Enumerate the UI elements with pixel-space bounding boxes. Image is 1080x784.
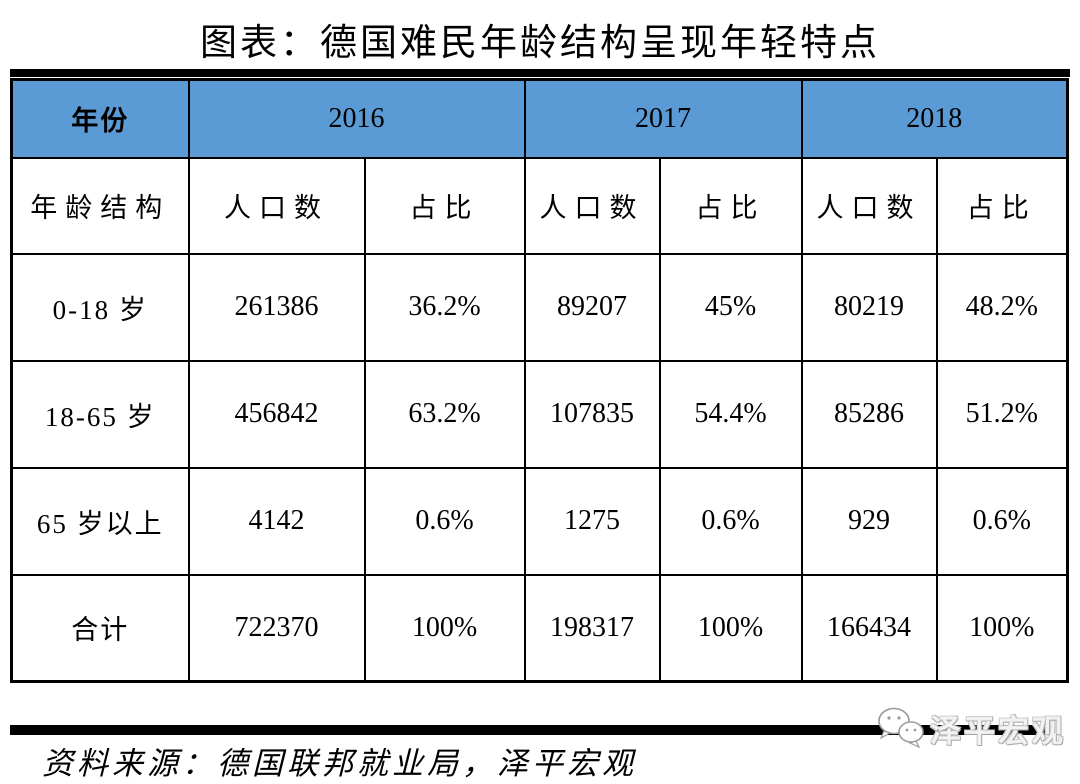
wechat-icon <box>876 705 928 751</box>
row-label: 合计 <box>10 573 190 683</box>
share-cell: 100% <box>658 573 803 683</box>
population-cell: 107835 <box>523 359 661 469</box>
row-label: 0-18 岁 <box>10 252 190 362</box>
share-cell: 63.2% <box>363 359 526 469</box>
share-cell: 36.2% <box>363 252 526 362</box>
population-cell: 89207 <box>523 252 661 362</box>
share-header-2018: 占比 <box>935 156 1069 255</box>
population-cell: 929 <box>800 466 938 576</box>
age-structure-header: 年龄结构 <box>10 156 190 255</box>
year-2016-cell: 2016 <box>187 78 526 159</box>
top-rule <box>10 69 1070 77</box>
bottom-rule <box>10 725 1050 735</box>
population-cell: 166434 <box>800 573 938 683</box>
year-header-label: 年份 <box>10 78 190 159</box>
share-header-2017: 占比 <box>658 156 803 255</box>
year-2018-cell: 2018 <box>800 78 1069 159</box>
table-row-0-18: 0-18 岁 261386 36.2% 89207 45% 80219 48.2… <box>10 252 1069 362</box>
population-cell: 1275 <box>523 466 661 576</box>
share-cell: 100% <box>935 573 1069 683</box>
share-cell: 54.4% <box>658 359 803 469</box>
population-cell: 85286 <box>800 359 938 469</box>
population-header-2018: 人口数 <box>800 156 938 255</box>
share-cell: 100% <box>363 573 526 683</box>
page-title: 图表：德国难民年龄结构呈现年轻特点 <box>200 23 880 64</box>
population-header-2017: 人口数 <box>523 156 661 255</box>
share-cell: 51.2% <box>935 359 1069 469</box>
population-cell: 261386 <box>187 252 366 362</box>
share-header-2016: 占比 <box>363 156 526 255</box>
share-cell: 48.2% <box>935 252 1069 362</box>
table-row-65-plus: 65 岁以上 4142 0.6% 1275 0.6% 929 0.6% <box>10 466 1069 576</box>
population-cell: 80219 <box>800 252 938 362</box>
source-note: 资料来源：德国联邦就业局，泽平宏观 <box>42 746 637 781</box>
population-header-2016: 人口数 <box>187 156 366 255</box>
share-cell: 0.6% <box>935 466 1069 576</box>
population-cell: 198317 <box>523 573 661 683</box>
population-cell: 456842 <box>187 359 366 469</box>
population-cell: 722370 <box>187 573 366 683</box>
table-row-total: 合计 722370 100% 198317 100% 166434 100% <box>10 573 1069 683</box>
share-cell: 0.6% <box>363 466 526 576</box>
population-cell: 4142 <box>187 466 366 576</box>
table-row-18-65: 18-65 岁 456842 63.2% 107835 54.4% 85286 … <box>10 359 1069 469</box>
watermark: 泽平宏观 <box>876 705 1066 751</box>
row-label: 18-65 岁 <box>10 359 190 469</box>
year-2017-cell: 2017 <box>523 78 803 159</box>
watermark-text: 泽平宏观 <box>930 713 1066 749</box>
refugee-age-structure-table: 年份 2016 2017 2018 年龄结构 人口数 占比 人口数 占比 人口数… <box>10 78 1069 683</box>
subheader-row: 年龄结构 人口数 占比 人口数 占比 人口数 占比 <box>10 156 1069 255</box>
share-cell: 0.6% <box>658 466 803 576</box>
share-cell: 45% <box>658 252 803 362</box>
row-label: 65 岁以上 <box>10 466 190 576</box>
year-header-row: 年份 2016 2017 2018 <box>10 78 1069 159</box>
